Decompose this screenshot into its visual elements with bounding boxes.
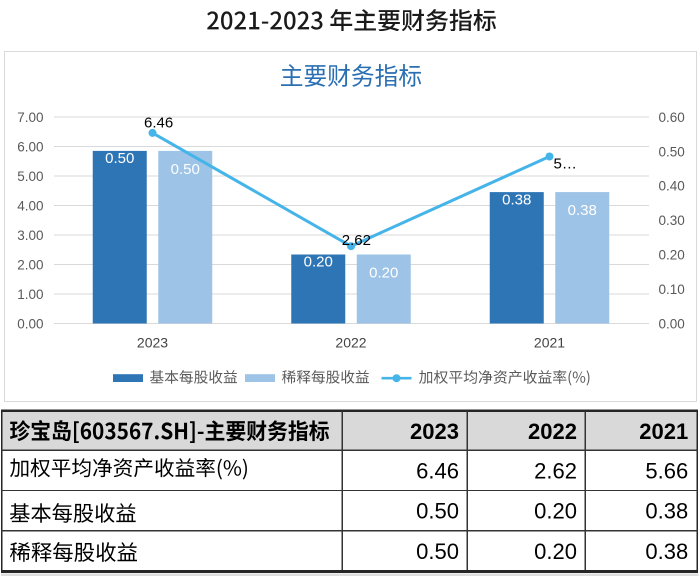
svg-text:0.40: 0.40 bbox=[659, 179, 685, 194]
svg-text:5…: 5… bbox=[554, 155, 577, 172]
svg-text:0.20: 0.20 bbox=[304, 254, 333, 271]
svg-text:6.46: 6.46 bbox=[416, 459, 459, 484]
svg-text:0.50: 0.50 bbox=[659, 144, 685, 159]
svg-text:0.20: 0.20 bbox=[534, 539, 577, 564]
svg-text:2.62: 2.62 bbox=[342, 232, 371, 249]
svg-text:2021: 2021 bbox=[639, 419, 688, 444]
svg-text:0.50: 0.50 bbox=[105, 150, 134, 167]
svg-text:2023: 2023 bbox=[137, 335, 168, 351]
svg-text:6.46: 6.46 bbox=[144, 115, 173, 132]
svg-text:4.00: 4.00 bbox=[17, 198, 43, 213]
svg-text:2021: 2021 bbox=[534, 335, 565, 351]
svg-text:0.60: 0.60 bbox=[659, 110, 685, 125]
svg-text:6.00: 6.00 bbox=[17, 139, 43, 154]
svg-text:0.20: 0.20 bbox=[534, 499, 577, 524]
svg-text:2022: 2022 bbox=[528, 419, 577, 444]
svg-text:0.38: 0.38 bbox=[645, 499, 688, 524]
svg-text:5.66: 5.66 bbox=[645, 459, 688, 484]
svg-text:2.62: 2.62 bbox=[534, 459, 577, 484]
svg-text:0.20: 0.20 bbox=[369, 265, 398, 282]
svg-text:0.38: 0.38 bbox=[645, 539, 688, 564]
svg-text:2023: 2023 bbox=[410, 419, 459, 444]
svg-text:0.30: 0.30 bbox=[659, 213, 685, 228]
svg-text:0.00: 0.00 bbox=[17, 316, 43, 331]
svg-text:5.00: 5.00 bbox=[17, 169, 43, 184]
svg-text:0.38: 0.38 bbox=[568, 202, 597, 219]
svg-text:0.50: 0.50 bbox=[416, 539, 459, 564]
svg-text:0.20: 0.20 bbox=[659, 248, 685, 263]
svg-text:0.38: 0.38 bbox=[502, 191, 531, 208]
svg-text:0.10: 0.10 bbox=[659, 282, 685, 297]
svg-text:2022: 2022 bbox=[335, 335, 366, 351]
svg-text:3.00: 3.00 bbox=[17, 228, 43, 243]
svg-text:0.50: 0.50 bbox=[416, 499, 459, 524]
svg-text:0.00: 0.00 bbox=[659, 316, 685, 331]
svg-text:7.00: 7.00 bbox=[17, 110, 43, 125]
svg-text:2.00: 2.00 bbox=[17, 257, 43, 272]
svg-text:0.50: 0.50 bbox=[171, 161, 200, 178]
svg-text:1.00: 1.00 bbox=[17, 287, 43, 302]
